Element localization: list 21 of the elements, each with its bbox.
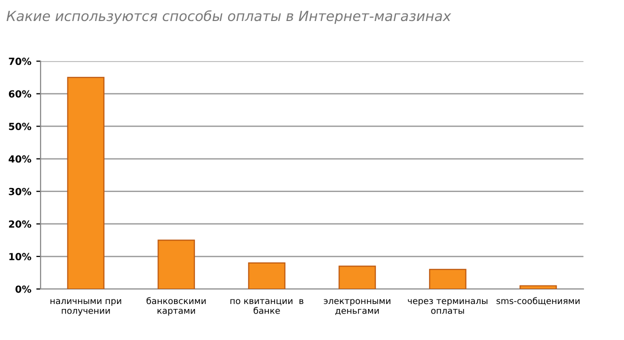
x-tick-label: банковскими картами <box>146 297 206 316</box>
x-tick-label: по квитанции в банке <box>230 299 304 314</box>
bar <box>67 76 104 289</box>
x-tick-label: sms-сообщениями <box>496 297 580 306</box>
x-tick-label: через терминалы оплаты <box>408 299 488 314</box>
y-tick-label: 70% <box>8 58 32 66</box>
bar <box>338 266 376 289</box>
y-tick-label: 50% <box>9 122 32 130</box>
x-tick-label: электронными деньгами <box>324 299 390 315</box>
bar <box>520 285 557 289</box>
bar <box>158 240 195 289</box>
bar <box>429 268 466 289</box>
y-tick-label: 40% <box>8 155 32 163</box>
chart-title: Какие используются способы оплаты в Интернет-магазинах <box>6 10 452 24</box>
y-tick-label: 60% <box>8 90 32 98</box>
y-tick-label: 30% <box>8 188 32 196</box>
y-tick-label: 20% <box>9 220 32 228</box>
x-tick-label: наличными при получении <box>50 299 122 316</box>
y-tick-label: 0% <box>15 285 32 293</box>
bar <box>248 262 286 289</box>
y-tick-label: 10% <box>9 252 32 260</box>
